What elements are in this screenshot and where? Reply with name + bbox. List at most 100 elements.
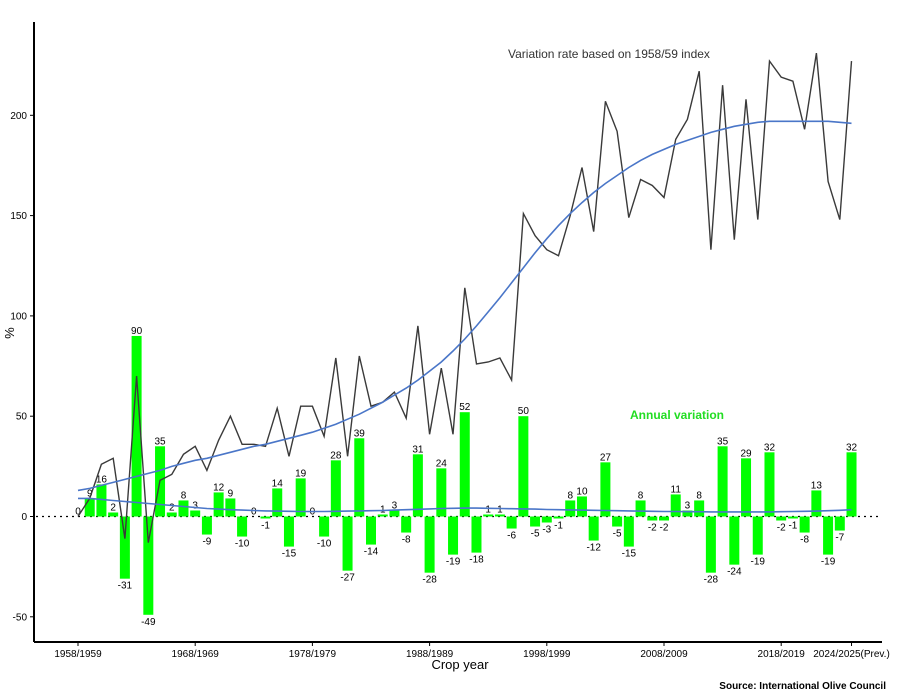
bars-group — [84, 335, 857, 615]
bar-value-label: 9 — [87, 488, 93, 499]
bar-value-label: -49 — [141, 617, 156, 628]
y-tick-label: -50 — [13, 612, 28, 623]
bar — [729, 516, 740, 565]
bar — [565, 500, 576, 517]
bar-value-label: 28 — [330, 450, 342, 461]
bar — [96, 484, 107, 517]
bar-value-label: -27 — [340, 573, 355, 584]
bar-value-label: 3 — [685, 500, 691, 511]
x-tick-label: 2008/2009 — [640, 649, 688, 660]
bar-value-label: -5 — [613, 529, 622, 540]
bar-value-label: 24 — [436, 458, 448, 469]
bar-value-label: -2 — [660, 523, 669, 534]
bar — [717, 446, 728, 517]
bar — [260, 516, 271, 519]
bar-value-label: 39 — [354, 428, 366, 439]
bar — [823, 516, 834, 555]
bar-value-label: -28 — [422, 575, 437, 586]
bar-value-label: 35 — [717, 436, 729, 447]
bar-value-label: 1 — [497, 504, 503, 515]
bar-value-label: 31 — [412, 444, 424, 455]
bar-value-label: 11 — [671, 484, 682, 495]
x-tick-label: 1978/1979 — [289, 649, 337, 660]
bar — [764, 452, 775, 517]
index-annotation: Variation rate based on 1958/59 index — [508, 47, 710, 61]
y-ticks-group: -50 0 50 100 150 200 — [10, 111, 34, 623]
y-tick-label: 200 — [10, 111, 27, 122]
bar-value-label: -15 — [622, 549, 637, 560]
bar-value-label: 9 — [228, 488, 234, 499]
bar — [682, 510, 693, 517]
bar-value-label: -1 — [788, 521, 797, 532]
bar — [530, 516, 541, 527]
bar — [694, 500, 705, 517]
bar-value-label: 3 — [192, 500, 198, 511]
bar-value-label: 50 — [518, 406, 530, 417]
bar — [670, 494, 681, 517]
x-tick-label: 1988/1989 — [406, 649, 454, 660]
bar-value-label: -5 — [531, 529, 540, 540]
bar-value-label: -19 — [751, 557, 766, 568]
bar-value-label: 14 — [272, 478, 284, 489]
bar-value-label: 32 — [764, 442, 776, 453]
bar-value-label: -15 — [282, 549, 297, 560]
index-line — [77, 52, 853, 543]
bar — [201, 516, 212, 535]
bar — [448, 516, 459, 555]
bar-value-label: -28 — [704, 575, 719, 586]
y-tick-label: 50 — [16, 412, 28, 423]
bar-value-label: 13 — [811, 480, 823, 491]
bar — [436, 468, 447, 517]
bar — [178, 500, 189, 517]
bar-value-label: 2 — [110, 502, 116, 513]
bar — [518, 416, 529, 517]
bar-value-label: 10 — [576, 486, 588, 497]
bar-value-label: -3 — [542, 525, 551, 536]
bar — [471, 516, 482, 553]
x-axis-title: Crop year — [431, 657, 489, 672]
x-tick-label: 1968/1969 — [172, 649, 220, 660]
bar — [366, 516, 376, 545]
annual-annotation: Annual variation — [630, 408, 724, 422]
bar-value-label: -2 — [648, 523, 657, 534]
bar-value-label: -8 — [402, 535, 411, 546]
bar — [412, 454, 423, 517]
bar-value-label: -1 — [554, 521, 563, 532]
bar — [377, 514, 388, 517]
y-axis-title: % — [2, 327, 17, 339]
bar — [494, 514, 505, 517]
bar — [401, 516, 412, 533]
bar — [389, 510, 400, 517]
bar-value-label: -12 — [586, 543, 601, 554]
bar — [776, 516, 787, 521]
bar-value-label: 8 — [638, 490, 644, 501]
bar — [354, 438, 365, 517]
bar-value-label: -6 — [507, 531, 516, 542]
bar-value-label: 8 — [181, 490, 187, 501]
bar — [588, 516, 599, 541]
bar — [623, 516, 634, 547]
bar-value-label: 0 — [75, 507, 81, 518]
bar — [834, 516, 845, 531]
bar — [705, 516, 716, 573]
y-tick-label: 150 — [10, 211, 27, 222]
bar-value-label: 1 — [485, 504, 491, 515]
annual-trend-line — [78, 497, 852, 513]
bar — [846, 452, 857, 517]
bar — [483, 514, 494, 517]
bar — [752, 516, 763, 555]
bar — [506, 516, 517, 529]
bar-value-label: -10 — [317, 539, 332, 550]
bar-value-label: -10 — [235, 539, 250, 550]
bar-value-label: -31 — [118, 581, 133, 592]
bar-value-label: -19 — [446, 557, 461, 568]
bar-value-label: 29 — [740, 448, 752, 459]
bar — [811, 490, 822, 517]
bar — [108, 512, 119, 517]
bar — [225, 498, 236, 517]
source-note: Source: International Olive Council — [719, 681, 886, 692]
y-tick-label: 0 — [21, 512, 27, 523]
bar-value-label: 0 — [251, 507, 257, 518]
bar — [131, 335, 142, 517]
bar — [647, 516, 658, 521]
